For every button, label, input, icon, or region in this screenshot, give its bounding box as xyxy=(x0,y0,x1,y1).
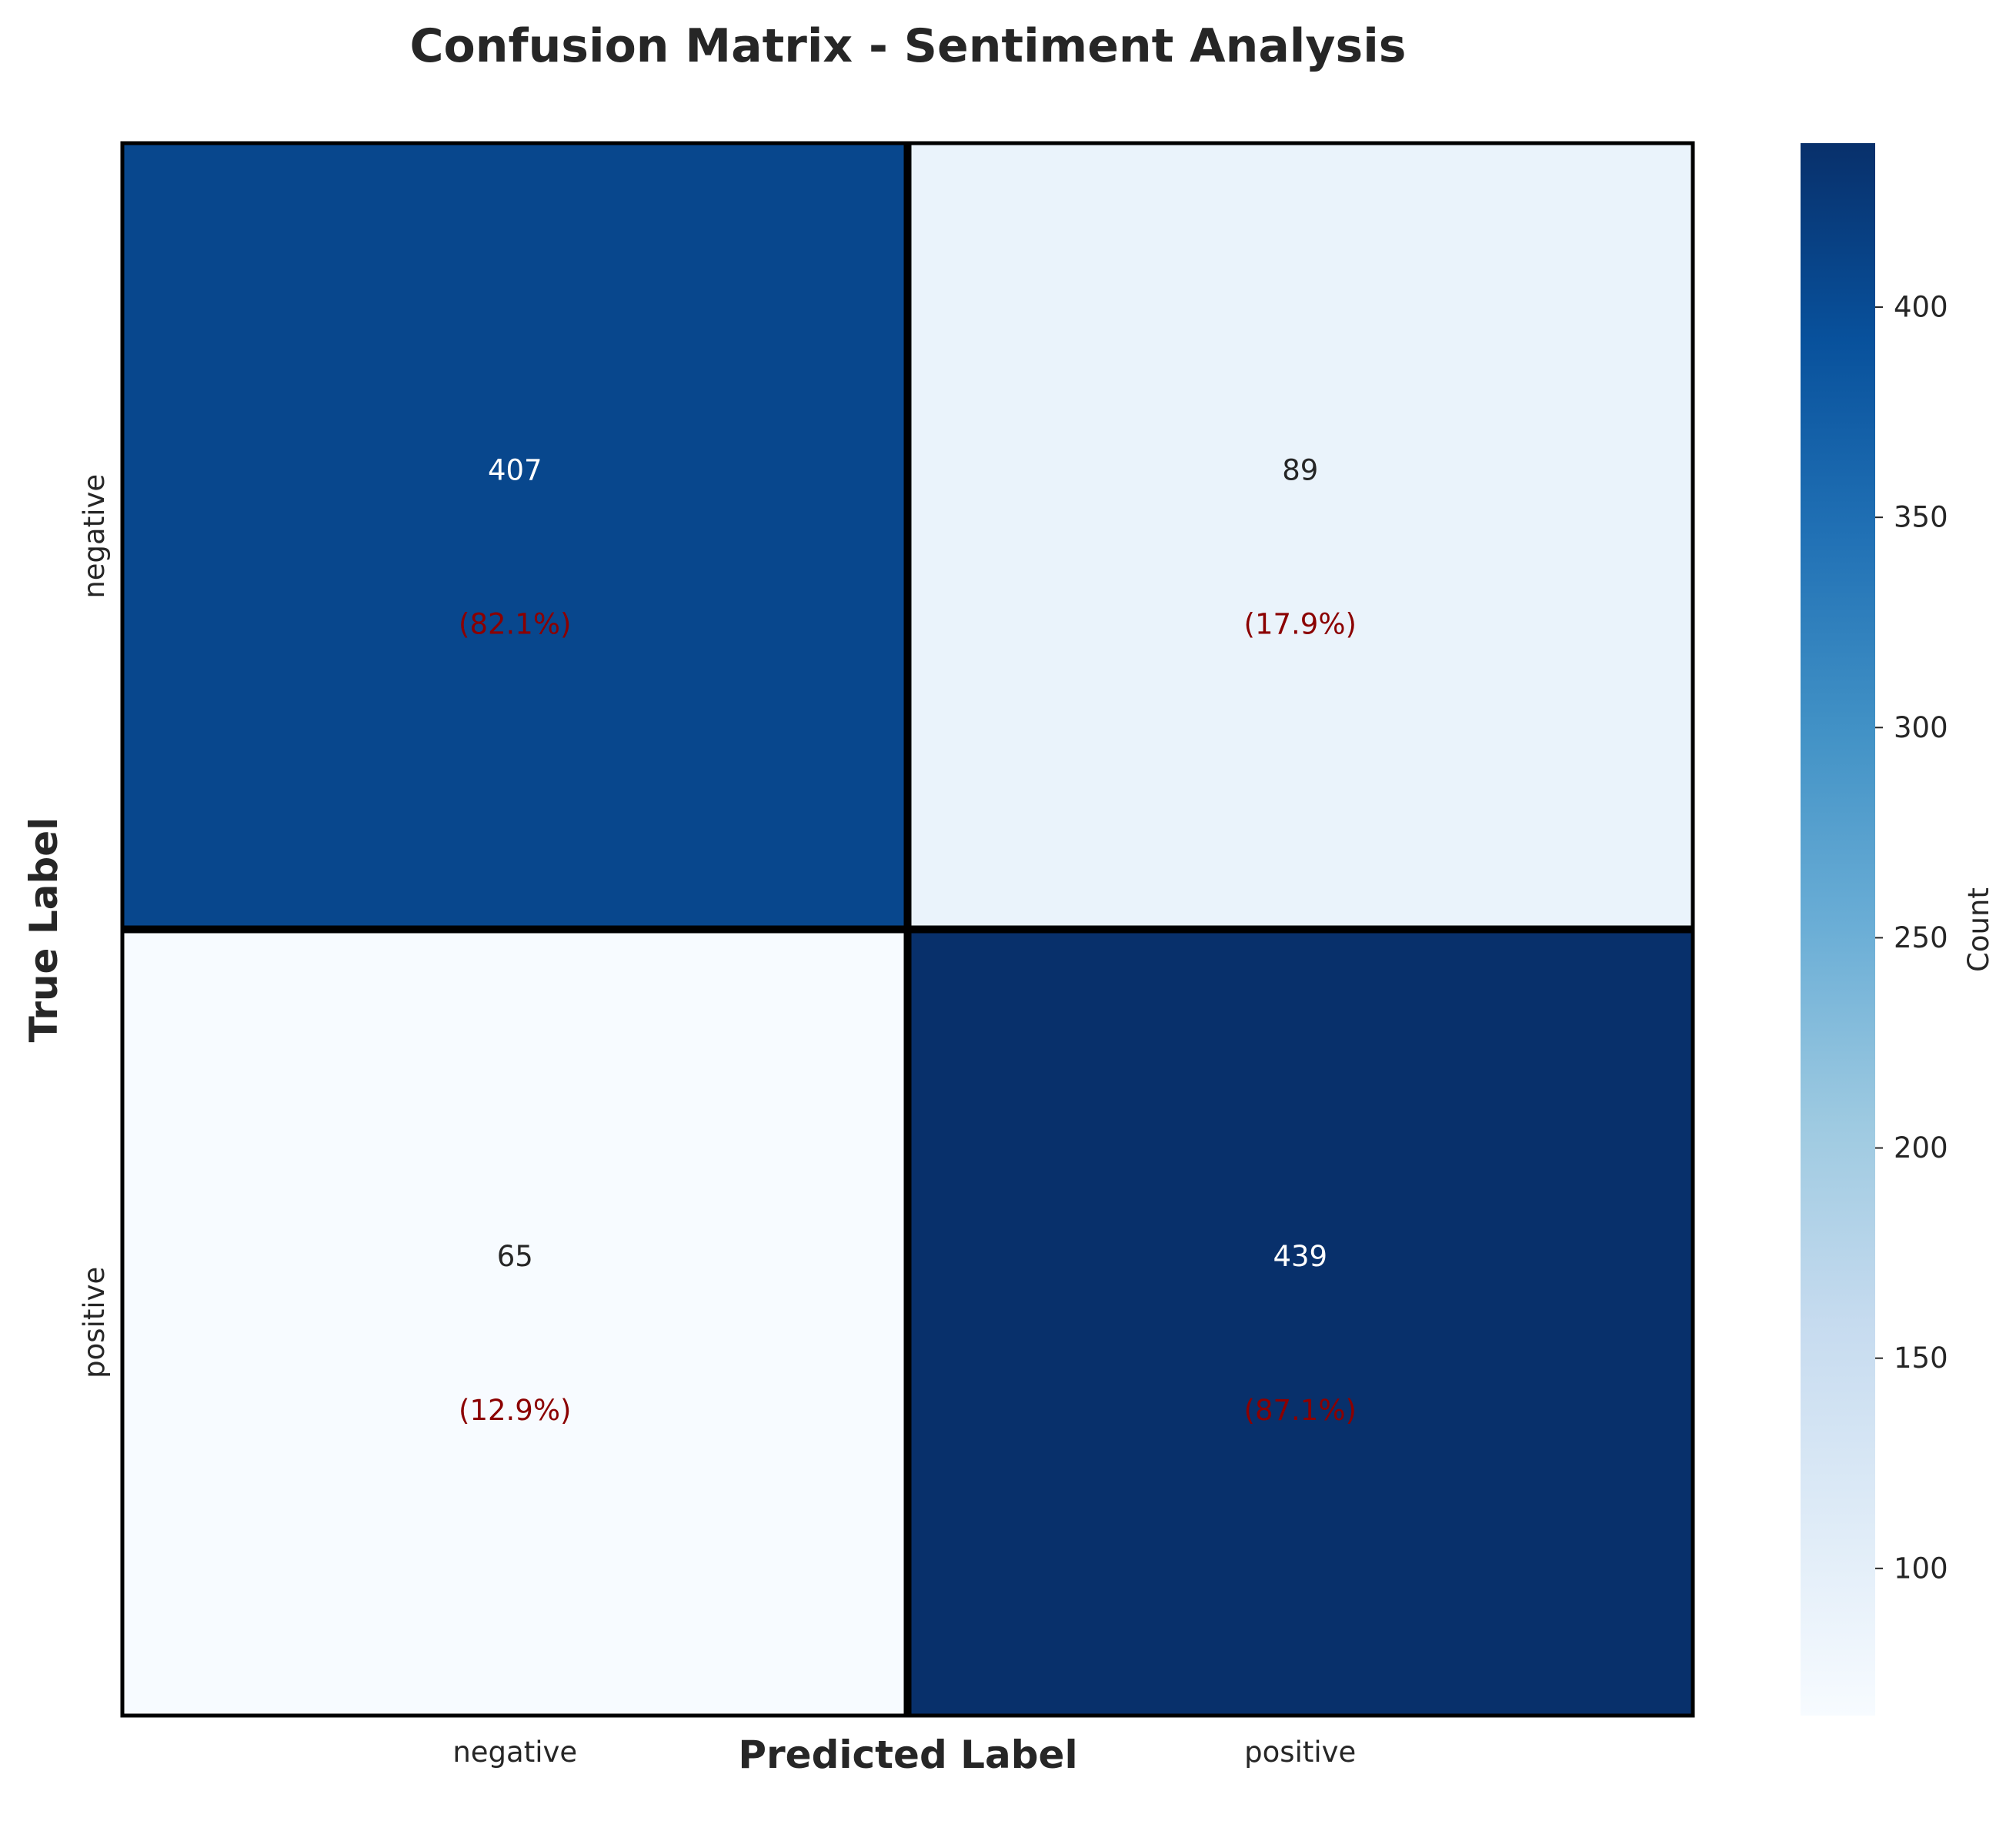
colorbar-tick-label: 100 xyxy=(1894,1552,1948,1585)
colorbar-tick-label: 200 xyxy=(1894,1131,1948,1164)
x-axis-label: Predicted Label xyxy=(738,1732,1077,1777)
heatmap-grid-lines xyxy=(120,141,1695,1718)
heatmap-cell-negative-negative xyxy=(122,143,908,930)
y-tick-label-negative: negative xyxy=(78,474,111,599)
cell-percent-label: (87.1%) xyxy=(1244,1394,1357,1427)
x-tick-label-positive: positive xyxy=(1244,1736,1356,1769)
cell-percent-label: (12.9%) xyxy=(459,1394,571,1427)
cell-count-label: 407 xyxy=(488,453,542,486)
cell-count-label: 89 xyxy=(1282,453,1318,486)
heatmap-cells xyxy=(122,143,1693,1716)
heatmap-cell-positive-negative xyxy=(122,929,908,1716)
heatmap-cell-positive-positive xyxy=(907,929,1693,1716)
y-tick-label-positive: positive xyxy=(78,1267,111,1378)
cell-count-label: 439 xyxy=(1273,1240,1327,1273)
axis-tick-labels: negative positive negative positive xyxy=(78,474,1356,1769)
x-tick-label-negative: negative xyxy=(452,1736,577,1769)
heatmap-cell-negative-positive xyxy=(907,143,1693,930)
colorbar-label: Count xyxy=(1962,887,1995,972)
heatmap-cell-labels: 407 (82.1%) 89 (17.9%) 65 (12.9%) 439 (87.1%) xyxy=(459,453,1357,1427)
y-axis-label: True Label xyxy=(22,817,66,1043)
colorbar-tick-label: 400 xyxy=(1894,291,1948,324)
cell-count-label: 65 xyxy=(497,1240,533,1273)
colorbar-tick-label: 350 xyxy=(1894,501,1948,534)
chart-title: Confusion Matrix - Sentiment Analysis xyxy=(410,19,1407,73)
cell-percent-label: (82.1%) xyxy=(459,607,571,640)
colorbar-tick-label: 150 xyxy=(1894,1342,1948,1375)
colorbar-gradient xyxy=(1801,143,1875,1716)
colorbar-tick-label: 300 xyxy=(1894,711,1948,744)
colorbar-tick-label: 250 xyxy=(1894,921,1948,954)
cell-percent-label: (17.9%) xyxy=(1244,607,1357,640)
colorbar: 100 150 200 250 300 350 400 xyxy=(1801,143,1948,1716)
